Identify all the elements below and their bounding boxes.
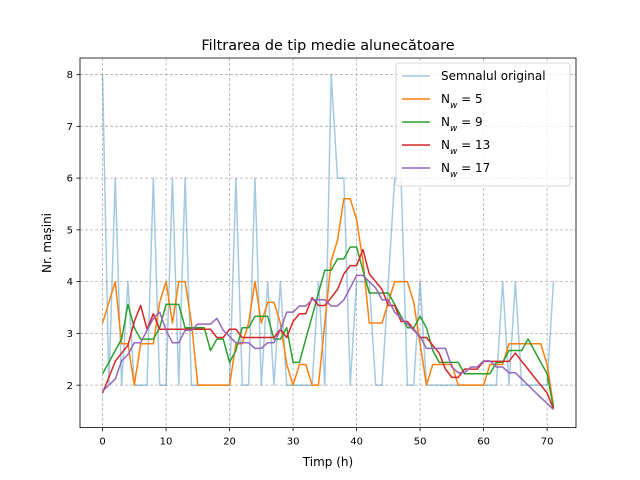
x-tick-label: 70 xyxy=(541,437,554,448)
series-line-4 xyxy=(102,274,554,411)
y-tick-label: 3 xyxy=(67,329,73,340)
x-tick-label: 50 xyxy=(414,437,427,448)
y-tick-label: 6 xyxy=(67,174,73,185)
x-tick-label: 0 xyxy=(99,437,105,448)
series-line-1 xyxy=(101,198,555,406)
y-tick-label: 5 xyxy=(67,225,73,236)
x-tick-label: 10 xyxy=(160,437,173,448)
plot-frame xyxy=(79,57,577,429)
legend-label-0: Semnalul original xyxy=(441,69,546,83)
y-tick-label: 4 xyxy=(67,277,73,288)
y-tick-label: 2 xyxy=(67,381,73,392)
x-tick-label: 60 xyxy=(477,437,490,448)
series-layer xyxy=(101,73,555,411)
x-tick-label: 40 xyxy=(350,437,363,448)
x-axis-label: Timp (h) xyxy=(302,455,353,469)
series-line-3 xyxy=(101,248,555,410)
y-tick-label: 7 xyxy=(67,122,73,133)
y-axis-label: Nr. mașini xyxy=(40,213,54,273)
y-tick-label: 8 xyxy=(67,70,73,81)
series-line-2 xyxy=(101,246,555,409)
y-axis: 2 3 4 5 6 7 8 xyxy=(67,70,80,392)
x-axis: 0 10 20 30 40 50 60 70 xyxy=(99,427,554,448)
chart-title: Filtrarea de tip medie alunecătoare xyxy=(201,38,454,54)
legend-box xyxy=(395,62,571,187)
grid xyxy=(80,58,576,428)
x-tick-label: 30 xyxy=(287,437,300,448)
x-tick-label: 20 xyxy=(223,437,236,448)
